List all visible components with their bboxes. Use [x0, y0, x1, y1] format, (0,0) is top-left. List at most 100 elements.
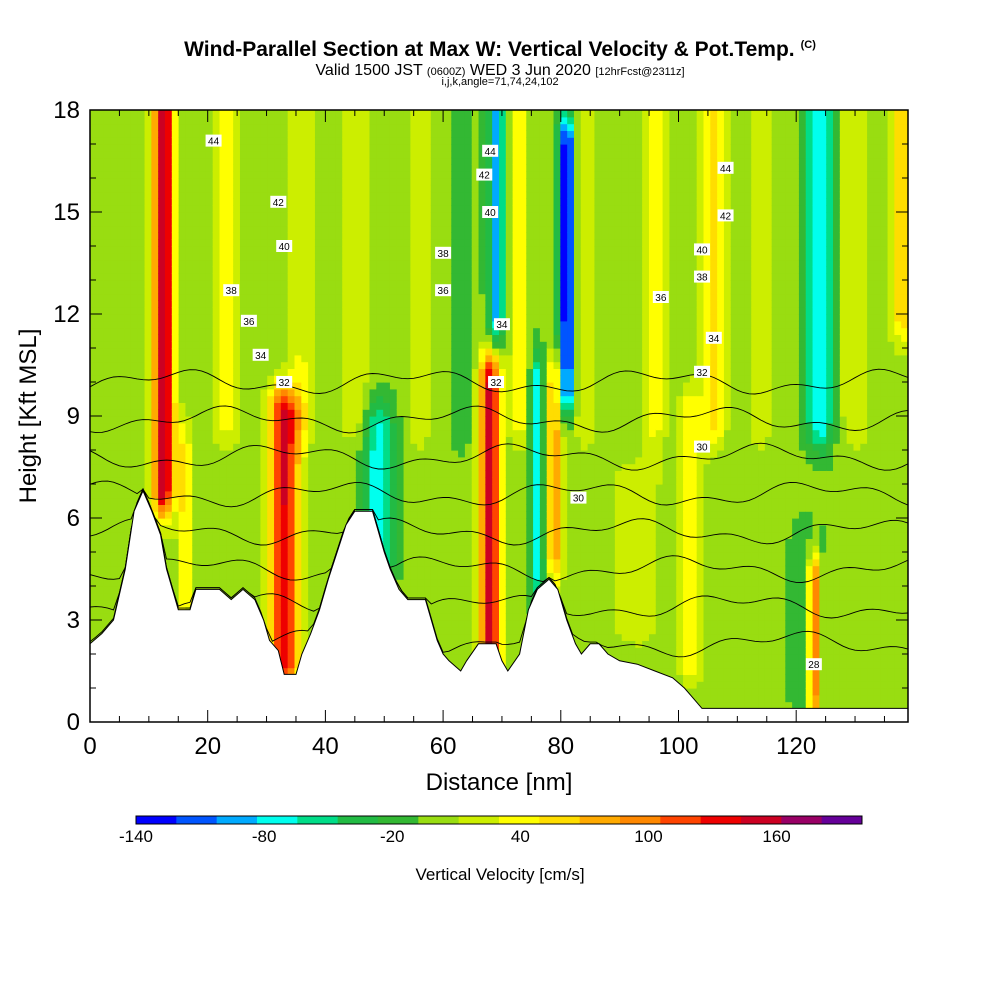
velocity-cell	[376, 504, 383, 511]
velocity-cell	[390, 396, 397, 403]
velocity-cell	[444, 205, 451, 212]
velocity-cell	[288, 552, 295, 559]
velocity-cell	[329, 219, 336, 226]
velocity-cell	[97, 212, 104, 219]
velocity-cell	[315, 464, 322, 471]
velocity-cell	[322, 504, 329, 511]
velocity-cell	[329, 239, 336, 246]
velocity-cell	[199, 484, 206, 491]
velocity-cell	[438, 566, 445, 573]
velocity-cell	[458, 382, 465, 389]
velocity-cell	[308, 280, 315, 287]
velocity-cell	[199, 117, 206, 124]
velocity-cell	[179, 300, 186, 307]
velocity-cell	[110, 375, 117, 382]
velocity-cell	[335, 144, 342, 151]
velocity-cell	[206, 389, 213, 396]
velocity-cell	[349, 443, 356, 450]
velocity-cell	[165, 205, 172, 212]
velocity-cell	[90, 620, 97, 627]
velocity-cell	[226, 171, 233, 178]
velocity-cell	[192, 124, 199, 131]
velocity-cell	[281, 491, 288, 498]
velocity-cell	[97, 164, 104, 171]
velocity-cell	[274, 185, 281, 192]
velocity-cell	[145, 389, 152, 396]
velocity-cell	[124, 498, 131, 505]
velocity-cell	[172, 219, 179, 226]
velocity-cell	[404, 552, 411, 559]
velocity-cell	[390, 545, 397, 552]
velocity-cell	[179, 164, 186, 171]
velocity-cell	[97, 307, 104, 314]
velocity-cell	[431, 416, 438, 423]
velocity-cell	[410, 130, 417, 137]
velocity-cell	[110, 511, 117, 518]
velocity-cell	[117, 294, 124, 301]
velocity-cell	[410, 280, 417, 287]
velocity-cell	[424, 470, 431, 477]
velocity-cell	[233, 464, 240, 471]
velocity-cell	[247, 246, 254, 253]
velocity-cell	[131, 470, 138, 477]
velocity-cell	[390, 137, 397, 144]
velocity-cell	[192, 545, 199, 552]
velocity-cell	[390, 321, 397, 328]
velocity-cell	[131, 130, 138, 137]
velocity-cell	[308, 110, 315, 117]
velocity-cell	[247, 307, 254, 314]
velocity-cell	[465, 634, 472, 641]
velocity-cell	[90, 504, 97, 511]
velocity-cell	[458, 579, 465, 586]
velocity-cell	[444, 443, 451, 450]
velocity-cell	[369, 164, 376, 171]
velocity-cell	[397, 205, 404, 212]
velocity-cell	[458, 396, 465, 403]
velocity-cell	[226, 144, 233, 151]
velocity-cell	[315, 212, 322, 219]
velocity-cell	[274, 613, 281, 620]
velocity-cell	[213, 362, 220, 369]
velocity-cell	[274, 130, 281, 137]
velocity-cell	[383, 518, 390, 525]
velocity-cell	[451, 396, 458, 403]
velocity-cell	[220, 273, 227, 280]
velocity-cell	[206, 185, 213, 192]
velocity-cell	[390, 294, 397, 301]
velocity-cell	[131, 443, 138, 450]
velocity-cell	[97, 266, 104, 273]
velocity-cell	[104, 443, 111, 450]
velocity-cell	[192, 532, 199, 539]
velocity-cell	[220, 443, 227, 450]
velocity-cell	[281, 124, 288, 131]
velocity-cell	[220, 491, 227, 498]
velocity-cell	[458, 606, 465, 613]
velocity-cell	[349, 362, 356, 369]
velocity-cell	[117, 117, 124, 124]
velocity-cell	[233, 545, 240, 552]
velocity-cell	[288, 457, 295, 464]
velocity-cell	[349, 239, 356, 246]
velocity-cell	[117, 477, 124, 484]
velocity-cell	[226, 178, 233, 185]
velocity-cell	[247, 416, 254, 423]
velocity-cell	[179, 280, 186, 287]
velocity-cell	[213, 294, 220, 301]
velocity-cell	[110, 137, 117, 144]
velocity-cell	[322, 130, 329, 137]
velocity-cell	[267, 620, 274, 627]
velocity-cell	[390, 192, 397, 199]
velocity-cell	[424, 117, 431, 124]
velocity-cell	[410, 491, 417, 498]
velocity-cell	[131, 117, 138, 124]
velocity-cell	[226, 158, 233, 165]
velocity-cell	[151, 226, 158, 233]
velocity-cell	[220, 178, 227, 185]
velocity-cell	[295, 341, 302, 348]
velocity-cell	[404, 491, 411, 498]
velocity-cell	[124, 328, 131, 335]
velocity-cell	[315, 151, 322, 158]
velocity-cell	[179, 205, 186, 212]
velocity-cell	[288, 287, 295, 294]
velocity-cell	[301, 130, 308, 137]
